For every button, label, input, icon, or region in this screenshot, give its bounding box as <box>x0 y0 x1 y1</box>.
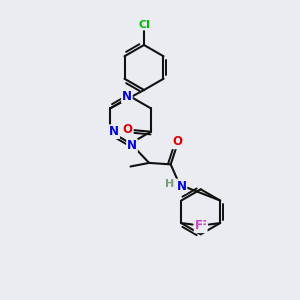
Text: N: N <box>127 139 137 152</box>
Text: H: H <box>166 178 175 189</box>
Text: N: N <box>109 125 119 138</box>
Text: O: O <box>123 122 133 136</box>
Text: Cl: Cl <box>138 20 150 30</box>
Text: O: O <box>172 135 183 148</box>
Text: F: F <box>199 219 207 232</box>
Text: F: F <box>195 219 203 232</box>
Text: N: N <box>122 89 132 103</box>
Text: N: N <box>176 179 187 193</box>
